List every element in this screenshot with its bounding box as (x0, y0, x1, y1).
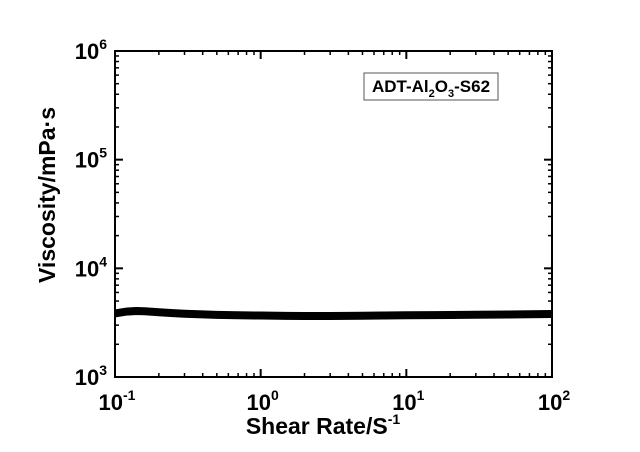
x-tick-label: 100 (247, 387, 279, 415)
y-tick-label: 104 (75, 253, 107, 281)
x-tick-label: 102 (538, 387, 570, 415)
series-line (114, 307, 553, 320)
y-tick-label: 106 (75, 36, 107, 64)
y-tick-label: 103 (75, 362, 107, 390)
axis-ticks (114, 50, 553, 378)
plot-frame (114, 50, 553, 378)
legend: ADT-Al2O3-S62 (363, 72, 499, 101)
legend-box (363, 72, 499, 101)
tick-labels: 10-1 100 101 102 103 104 105 106 (75, 36, 571, 415)
y-tick-label: 105 (75, 145, 107, 173)
x-tick-label: 101 (392, 387, 424, 415)
x-tick-label: 10-1 (99, 387, 136, 415)
legend-entry: ADT-Al2O3-S62 (372, 77, 490, 100)
x-axis-label: Shear Rate/S-1 (246, 411, 401, 439)
y-axis-label: Viscosity/mPa·s (34, 107, 60, 283)
series-group (114, 307, 553, 320)
